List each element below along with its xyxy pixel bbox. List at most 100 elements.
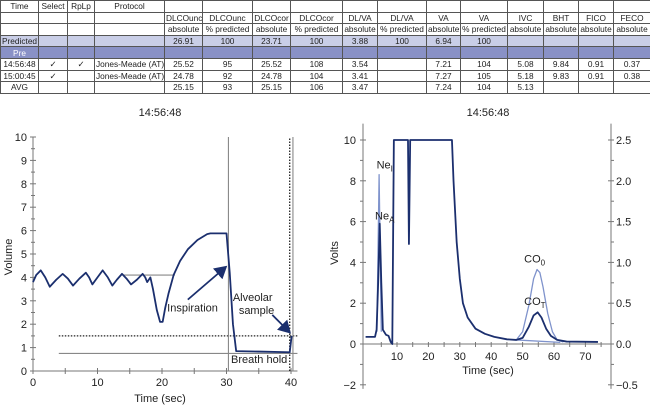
- x-tick-label: 20: [156, 377, 168, 389]
- table-cell: [426, 0, 461, 13]
- table-cell: 104: [460, 57, 508, 71]
- volume-chart-title: 14:56:48: [139, 107, 182, 119]
- y-tick-label: 8: [21, 179, 27, 191]
- x-tick-label: 10: [391, 351, 403, 363]
- table-unit-row: absolute% predicted absolute% predicted ab…: [0, 23, 650, 36]
- table-cell: 6.94: [426, 34, 461, 48]
- table-measure-row: DLCOunc DLCOunc DLCOcor DLCOcor DL/VA DL/VA VA…: [0, 11, 650, 25]
- table-cell: [377, 0, 427, 13]
- y-tick-label: 0: [21, 366, 27, 378]
- x-tick-label: 50: [516, 351, 528, 363]
- annotation-label: Inspiration: [167, 302, 218, 314]
- table-cell: 9.83: [543, 69, 579, 83]
- annotation-arrow: [187, 265, 228, 301]
- table-cell: [290, 0, 343, 13]
- y-tick-label: 7: [21, 202, 27, 214]
- table-cell: DLCOcor: [252, 11, 291, 25]
- volts-chart-title: 14:56:48: [467, 107, 510, 119]
- table-cell: [342, 0, 378, 13]
- table-cell: 104: [290, 69, 343, 83]
- y-tick-label: 6: [350, 217, 356, 229]
- checkmark-cell: [38, 34, 68, 48]
- table-cell: 5.08: [507, 57, 544, 71]
- table-cell: [164, 0, 203, 13]
- table-cell: 25.15: [252, 81, 291, 94]
- table-cell: [507, 46, 544, 59]
- annotation-label: NeI: [377, 160, 393, 174]
- table-cell: Time: [0, 0, 39, 13]
- table-cell: 92: [202, 69, 253, 83]
- table-cell: 7.21: [426, 57, 461, 71]
- checkmark-cell: [67, 34, 95, 48]
- table-cell: 100: [202, 34, 253, 48]
- checkmark-cell: [67, 46, 95, 59]
- table-cell: % predicted: [202, 23, 253, 36]
- dlco-results-table: Time Select RpLp Protocol DLCOunc DLCOunc DLCO…: [0, 0, 650, 94]
- y-tick-label: 9: [21, 155, 27, 167]
- table-cell: 26.91: [164, 34, 203, 48]
- checkmark-cell[interactable]: ✓: [38, 69, 68, 83]
- checkmark-cell[interactable]: [67, 69, 95, 83]
- table-cell: 25.52: [252, 57, 291, 71]
- volts-chart-ylabel: Volts: [329, 241, 341, 265]
- table-row-data: AVG 25.15 93 25.15 106 3.47 7.24 104 5.13: [0, 81, 650, 94]
- table-cell: 7.27: [426, 69, 461, 83]
- table-cell: 0.91: [578, 57, 614, 71]
- table-cell: Protocol: [94, 0, 165, 13]
- volume-line: [32, 232, 293, 354]
- table-cell: [543, 81, 579, 94]
- table-cell: 7.24: [426, 81, 461, 94]
- table-cell: [377, 46, 427, 59]
- x-tick-label: 60: [548, 351, 560, 363]
- x-tick-label: 0: [30, 377, 36, 389]
- main-trace-line: [365, 139, 598, 345]
- table-cell: [94, 81, 165, 94]
- table-cell: [507, 0, 544, 13]
- x-tick-label: 70: [579, 351, 591, 363]
- table-cell: Jones-Meade (AT): [94, 57, 165, 71]
- table-cell: [377, 69, 427, 83]
- table-cell: [613, 0, 650, 13]
- table-cell: [94, 46, 165, 59]
- table-cell: [94, 34, 165, 48]
- y2-tick-label: 1.0: [616, 257, 631, 269]
- table-cell: 100: [460, 34, 508, 48]
- table-cell: 14:56:48: [0, 57, 39, 71]
- table-cell: absolute: [342, 23, 378, 36]
- table-cell: [0, 11, 39, 25]
- checkmark-cell[interactable]: ✓: [67, 57, 95, 71]
- annotation-text: CO: [524, 253, 541, 265]
- table-cell: [613, 81, 650, 94]
- checkmark-cell[interactable]: ✓: [38, 57, 68, 71]
- table-cell: [578, 34, 614, 48]
- table-cell: [202, 46, 253, 59]
- table-cell: 93: [202, 81, 253, 94]
- table-cell: % predicted: [290, 23, 343, 36]
- table-cell: 25.15: [164, 81, 203, 94]
- table-cell: [460, 46, 508, 59]
- table-cell: [543, 0, 579, 13]
- table-cell: 3.54: [342, 57, 378, 71]
- table-cell: [94, 11, 165, 25]
- y-tick-label: 4: [21, 272, 27, 284]
- volume-time-chart: 14:56:48 Time (sec) Volume 0 1 2 3 4 5 6 7 8 9 10 0…: [3, 107, 298, 405]
- table-cell: DLCOunc: [164, 11, 203, 25]
- table-cell: 108: [290, 57, 343, 71]
- table-cell: AVG: [0, 81, 39, 94]
- table-cell: DLCOcor: [290, 11, 343, 25]
- annotation-label: Breath hold: [231, 354, 287, 366]
- table-cell: [342, 46, 378, 59]
- checkmark-cell[interactable]: [67, 81, 95, 94]
- y-tick-label: 2: [350, 298, 356, 310]
- table-cell: 0.37: [613, 57, 650, 71]
- table-cell: 3.88: [342, 34, 378, 48]
- table-cell: DLCOunc: [202, 11, 253, 25]
- checkmark-cell: [67, 11, 95, 25]
- table-cell: 0.91: [578, 69, 614, 83]
- y-tick-label: 5: [21, 249, 27, 261]
- x-tick-label: 10: [91, 377, 103, 389]
- table-cell: [543, 46, 579, 59]
- annotation-line: sample: [239, 305, 274, 317]
- checkmark-cell[interactable]: [38, 81, 68, 94]
- co-initial-line: [515, 268, 564, 343]
